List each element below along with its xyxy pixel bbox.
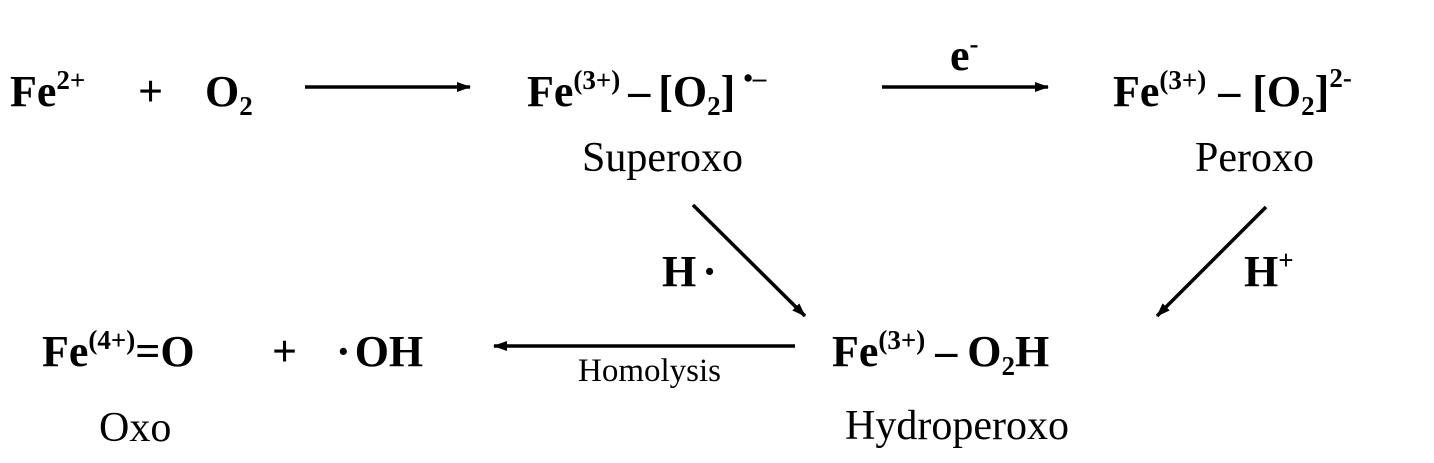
oxo-label: Oxo — [99, 405, 172, 451]
hydroxyl-radical: ·OH — [336, 327, 424, 376]
reactant-plus: + — [138, 67, 164, 116]
arrow-protonation — [1155, 205, 1268, 318]
oxo-formula: Fe(4+)=O — [42, 325, 195, 376]
hydroperoxo-label: Hydroperoxo — [845, 403, 1069, 449]
hydroperoxo-formula: Fe(3+) – O2H — [832, 325, 1050, 381]
product-plus: + — [272, 327, 298, 376]
peroxo-label: Peroxo — [1195, 135, 1314, 181]
h-radical-label: H · — [662, 247, 717, 296]
reactant-iron: Fe2+ — [10, 65, 86, 116]
peroxo-formula: Fe(3+) – [O2]2- — [1113, 63, 1352, 121]
h-plus-label: H+ — [1244, 245, 1294, 296]
electron-label: e- — [950, 29, 979, 80]
arrow-h-atom-transfer — [691, 203, 807, 318]
homolysis-label: Homolysis — [578, 353, 722, 389]
reactant-oxygen: O2 — [205, 67, 253, 121]
superoxo-label: Superoxo — [582, 135, 743, 181]
superoxo-formula: Fe(3+) – [O2] •– — [527, 63, 767, 121]
